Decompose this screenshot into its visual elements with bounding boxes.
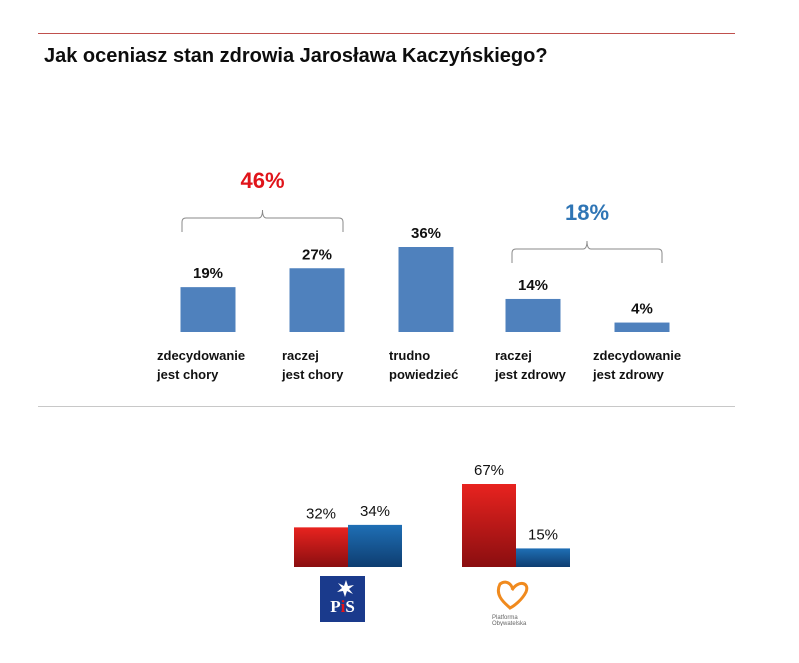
pis-logo: PiS [320, 576, 365, 622]
party-bar-value-label: 15% [528, 526, 558, 543]
svg-text:Platforma: Platforma [492, 615, 518, 621]
party-bar-value-label: 34% [360, 503, 390, 520]
category-label: zdecydowanie jest chory [157, 348, 246, 382]
bar-value-label: 19% [193, 265, 223, 282]
section-divider [38, 406, 735, 407]
po-heart-logo: Platforma Obywatelska [490, 574, 540, 626]
party-bar [348, 524, 402, 567]
party-bar-value-label: 67% [474, 462, 504, 479]
bar-value-label: 4% [631, 301, 653, 318]
bar-1 [289, 268, 345, 332]
category-label: raczej jest chory [282, 348, 344, 382]
group-total-label: 46% [240, 168, 284, 193]
party-bar [516, 548, 570, 567]
group-total-label: 18% [565, 200, 609, 225]
bar-0 [180, 287, 236, 332]
bar-value-label: 14% [518, 277, 548, 294]
party-bar [294, 527, 348, 567]
page-title: Jak oceniasz stan zdrowia Jarosława Kacz… [44, 45, 548, 67]
party-bar [462, 484, 516, 567]
bar-value-label: 27% [302, 246, 332, 263]
bar-4 [614, 322, 670, 332]
svg-text:PiS: PiS [330, 597, 355, 616]
bar-3 [505, 298, 561, 332]
top-divider [38, 33, 735, 34]
category-label: zdecydowanie jest zdrowy [593, 348, 682, 382]
group-brace [511, 240, 663, 263]
party-bar-value-label: 32% [306, 505, 336, 522]
group-brace [181, 209, 344, 232]
bar-value-label: 36% [411, 225, 441, 242]
category-label: trudno powiedzieć [389, 348, 459, 382]
svg-text:Obywatelska: Obywatelska [492, 621, 527, 626]
category-label: raczej jest zdrowy [495, 348, 566, 382]
bar-2 [398, 247, 454, 332]
